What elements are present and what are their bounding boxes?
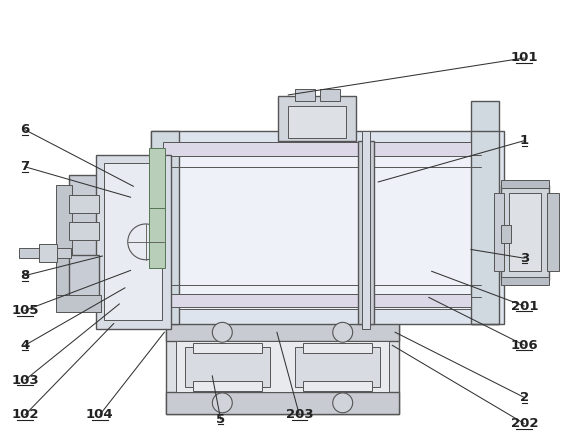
Text: 202: 202 [511,417,538,430]
Text: 3: 3 [520,252,529,265]
Bar [69,222,99,240]
Circle shape [212,393,232,413]
Bar [69,195,99,213]
Text: 104: 104 [86,408,114,421]
Bar [501,225,511,243]
Bar [69,175,99,304]
Text: 201: 201 [511,300,538,313]
Circle shape [333,322,353,342]
Bar [193,381,262,391]
Bar [278,96,355,141]
Bar [166,392,399,414]
Bar [320,89,340,101]
Bar [358,141,373,324]
Text: 105: 105 [11,304,39,317]
Bar [471,101,499,324]
Text: 102: 102 [11,408,39,421]
Bar [56,294,101,312]
Bar [547,193,559,271]
Bar [163,142,481,309]
Bar [149,208,164,268]
Bar [149,148,164,208]
Text: 101: 101 [511,52,538,64]
Circle shape [128,224,164,260]
Bar [288,106,346,138]
Bar [501,277,549,285]
Bar [501,180,549,188]
Bar [163,142,471,156]
Text: 8: 8 [20,269,29,282]
Text: 106: 106 [510,339,538,352]
Bar [104,163,162,320]
Bar [69,255,99,309]
Bar [193,343,262,353]
Text: 4: 4 [20,339,29,352]
Bar [19,248,71,258]
Bar [295,89,315,101]
Bar [501,185,549,279]
Bar [362,131,370,329]
Bar [96,155,171,329]
Bar [176,341,389,392]
Bar [166,319,399,414]
Text: 103: 103 [11,374,39,386]
Bar [163,293,471,307]
Bar [39,244,57,262]
Bar [166,319,399,341]
Text: 6: 6 [20,123,29,136]
Text: 7: 7 [20,160,29,173]
Bar [56,185,72,294]
Bar [185,347,270,387]
Bar [509,193,541,271]
Bar [151,131,179,324]
Circle shape [212,322,232,342]
Bar [295,347,380,387]
Bar [151,131,504,324]
Text: 2: 2 [520,391,529,404]
Bar [303,381,372,391]
Bar [494,193,504,271]
Text: 5: 5 [216,413,225,426]
Text: 1: 1 [520,134,529,147]
Circle shape [333,393,353,413]
Bar [303,343,372,353]
Text: 203: 203 [285,408,313,421]
